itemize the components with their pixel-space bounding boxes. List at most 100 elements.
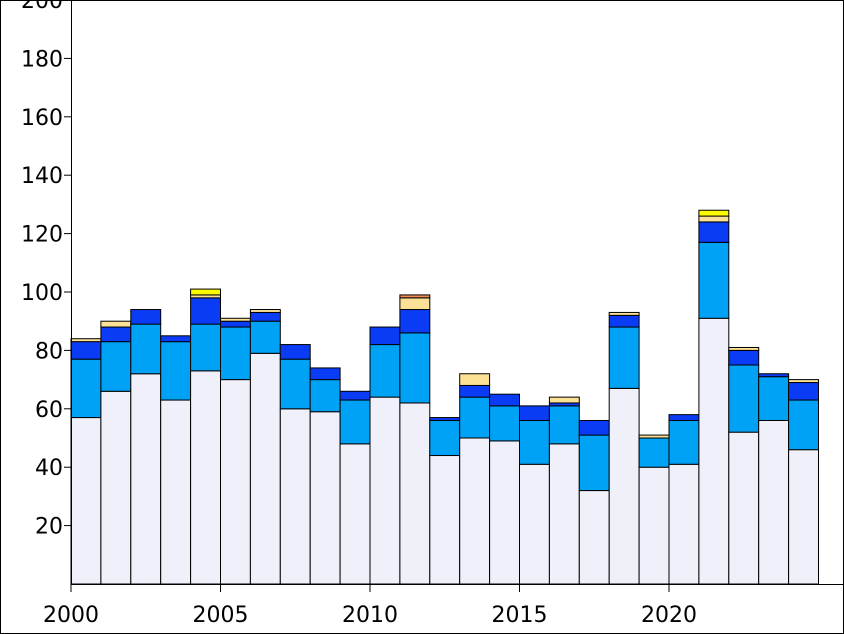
- bar-segment-2014-s0: [489, 440, 521, 585]
- y-axis-ticks: 20 40 60 80 100 120 140 160 180 200: [21, 0, 71, 540]
- bar-segment-2000-s0: [70, 417, 102, 585]
- bar-segment-2005-s0: [220, 379, 251, 585]
- bar-segment-2002-s2: [130, 309, 162, 325]
- bar-segment-2013-s3: [459, 373, 491, 386]
- bar-segment-2009-s0: [339, 443, 371, 585]
- bar-segment-2015-s0: [519, 463, 550, 585]
- bar-segment-2024-s3: [788, 379, 819, 384]
- bars-group: [70, 209, 819, 585]
- bar-segment-2022-s2: [728, 349, 760, 366]
- bar-segment-2019-s3: [638, 434, 670, 439]
- bar-segment-2002-s1: [130, 323, 162, 375]
- bar-segment-2007-s1: [279, 358, 311, 410]
- bar-segment-2009-s1: [339, 399, 371, 445]
- bar-segment-2011-s2: [399, 309, 431, 334]
- bar-segment-2015-s1: [519, 419, 550, 465]
- y-tick-label: 140: [21, 164, 63, 189]
- bar-segment-2013-s0: [459, 437, 491, 585]
- bar-segment-2020-s0: [668, 463, 700, 585]
- bar-segment-2008-s1: [309, 379, 341, 413]
- x-tick-label: 2010: [342, 603, 398, 628]
- x-axis-ticks: 2000 2005 2010 2015 2020: [43, 584, 697, 628]
- bar-segment-2007-s0: [279, 408, 311, 585]
- bar-segment-2019-s0: [638, 466, 670, 585]
- bar-segment-2024-s2: [788, 382, 819, 401]
- bar-segment-2021-s3: [698, 215, 730, 223]
- bar-segment-2017-s2: [578, 419, 610, 436]
- bar-segment-2011-s5: [399, 294, 431, 299]
- bar-segment-2010-s1: [369, 344, 401, 398]
- bar-segment-2001-s3: [100, 320, 132, 328]
- bar-segment-2016-s3: [548, 396, 580, 404]
- bar-segment-2020-s2: [668, 414, 700, 421]
- bar-segment-2017-s1: [578, 434, 610, 492]
- bar-segment-2001-s2: [100, 326, 132, 343]
- bar-segment-2019-s1: [638, 437, 670, 468]
- y-tick-label: 20: [35, 515, 63, 540]
- y-tick-label: 160: [21, 106, 63, 131]
- bar-segment-2000-s2: [70, 341, 102, 360]
- bar-segment-2023-s2: [758, 373, 790, 378]
- bar-segment-2005-s1: [220, 326, 251, 381]
- bar-segment-2009-s2: [339, 390, 371, 401]
- bar-segment-2020-s1: [668, 419, 700, 465]
- bar-segment-2008-s2: [309, 367, 341, 381]
- y-tick-label: 120: [21, 223, 63, 248]
- bar-segment-2012-s1: [429, 419, 461, 457]
- y-tick-label: 100: [21, 281, 63, 306]
- bar-segment-2008-s0: [309, 411, 341, 585]
- bar-segment-2021-s2: [698, 221, 730, 243]
- bar-segment-2007-s2: [279, 344, 311, 360]
- bar-segment-2016-s1: [548, 405, 580, 445]
- bar-segment-2001-s1: [100, 341, 132, 392]
- bar-segment-2000-s1: [70, 358, 102, 419]
- x-tick-label: 2005: [193, 603, 249, 628]
- bar-segment-2024-s0: [788, 449, 819, 585]
- x-tick-label: 2020: [641, 603, 697, 628]
- bar-segment-2018-s0: [608, 387, 640, 585]
- bar-segment-2005-s2: [220, 320, 251, 328]
- bar-segment-2013-s2: [459, 384, 491, 398]
- bar-segment-2016-s0: [548, 443, 580, 585]
- bar-segment-2003-s2: [160, 335, 192, 343]
- bar-segment-2000-s3: [70, 338, 102, 343]
- y-tick-label: 200: [21, 0, 63, 14]
- bar-segment-2015-s2: [519, 405, 550, 421]
- bar-segment-2006-s0: [249, 352, 281, 585]
- bar-segment-2014-s1: [489, 405, 521, 442]
- bar-segment-2005-s3: [220, 317, 251, 322]
- bar-segment-2006-s3: [249, 309, 281, 313]
- bar-segment-2023-s1: [758, 376, 790, 421]
- bar-segment-2023-s0: [758, 419, 790, 585]
- bar-segment-2004-s1: [190, 323, 222, 372]
- bar-segment-2024-s1: [788, 399, 819, 451]
- bar-segment-2018-s1: [608, 326, 640, 389]
- bar-segment-2001-s0: [100, 390, 132, 585]
- bar-segment-2021-s0: [698, 317, 730, 585]
- y-tick-label: 40: [35, 456, 63, 481]
- bar-segment-2017-s0: [578, 490, 610, 585]
- bar-segment-2011-s0: [399, 402, 431, 585]
- y-tick-label: 60: [35, 398, 63, 423]
- bar-segment-2010-s0: [369, 396, 401, 585]
- y-tick-label: 80: [35, 339, 63, 364]
- bar-segment-2006-s1: [249, 320, 281, 354]
- y-tick-label: 180: [21, 47, 63, 72]
- bar-segment-2018-s3: [608, 311, 640, 316]
- x-tick-label: 2015: [492, 603, 548, 628]
- bar-segment-2004-s2: [190, 297, 222, 325]
- bar-segment-2022-s0: [728, 431, 760, 585]
- bar-segment-2010-s2: [369, 326, 401, 346]
- bar-segment-2011-s1: [399, 332, 431, 404]
- bar-segment-2011-s3: [399, 297, 431, 311]
- bar-segment-2003-s1: [160, 341, 192, 401]
- bar-segment-2012-s2: [429, 417, 461, 421]
- bar-segment-2002-s0: [130, 373, 162, 585]
- bar-segment-2004-s0: [190, 370, 222, 585]
- bar-segment-2021-s4: [698, 209, 730, 217]
- bar-segment-2022-s3: [728, 346, 760, 351]
- bar-segment-2012-s0: [429, 455, 461, 585]
- bar-segment-2013-s1: [459, 396, 491, 439]
